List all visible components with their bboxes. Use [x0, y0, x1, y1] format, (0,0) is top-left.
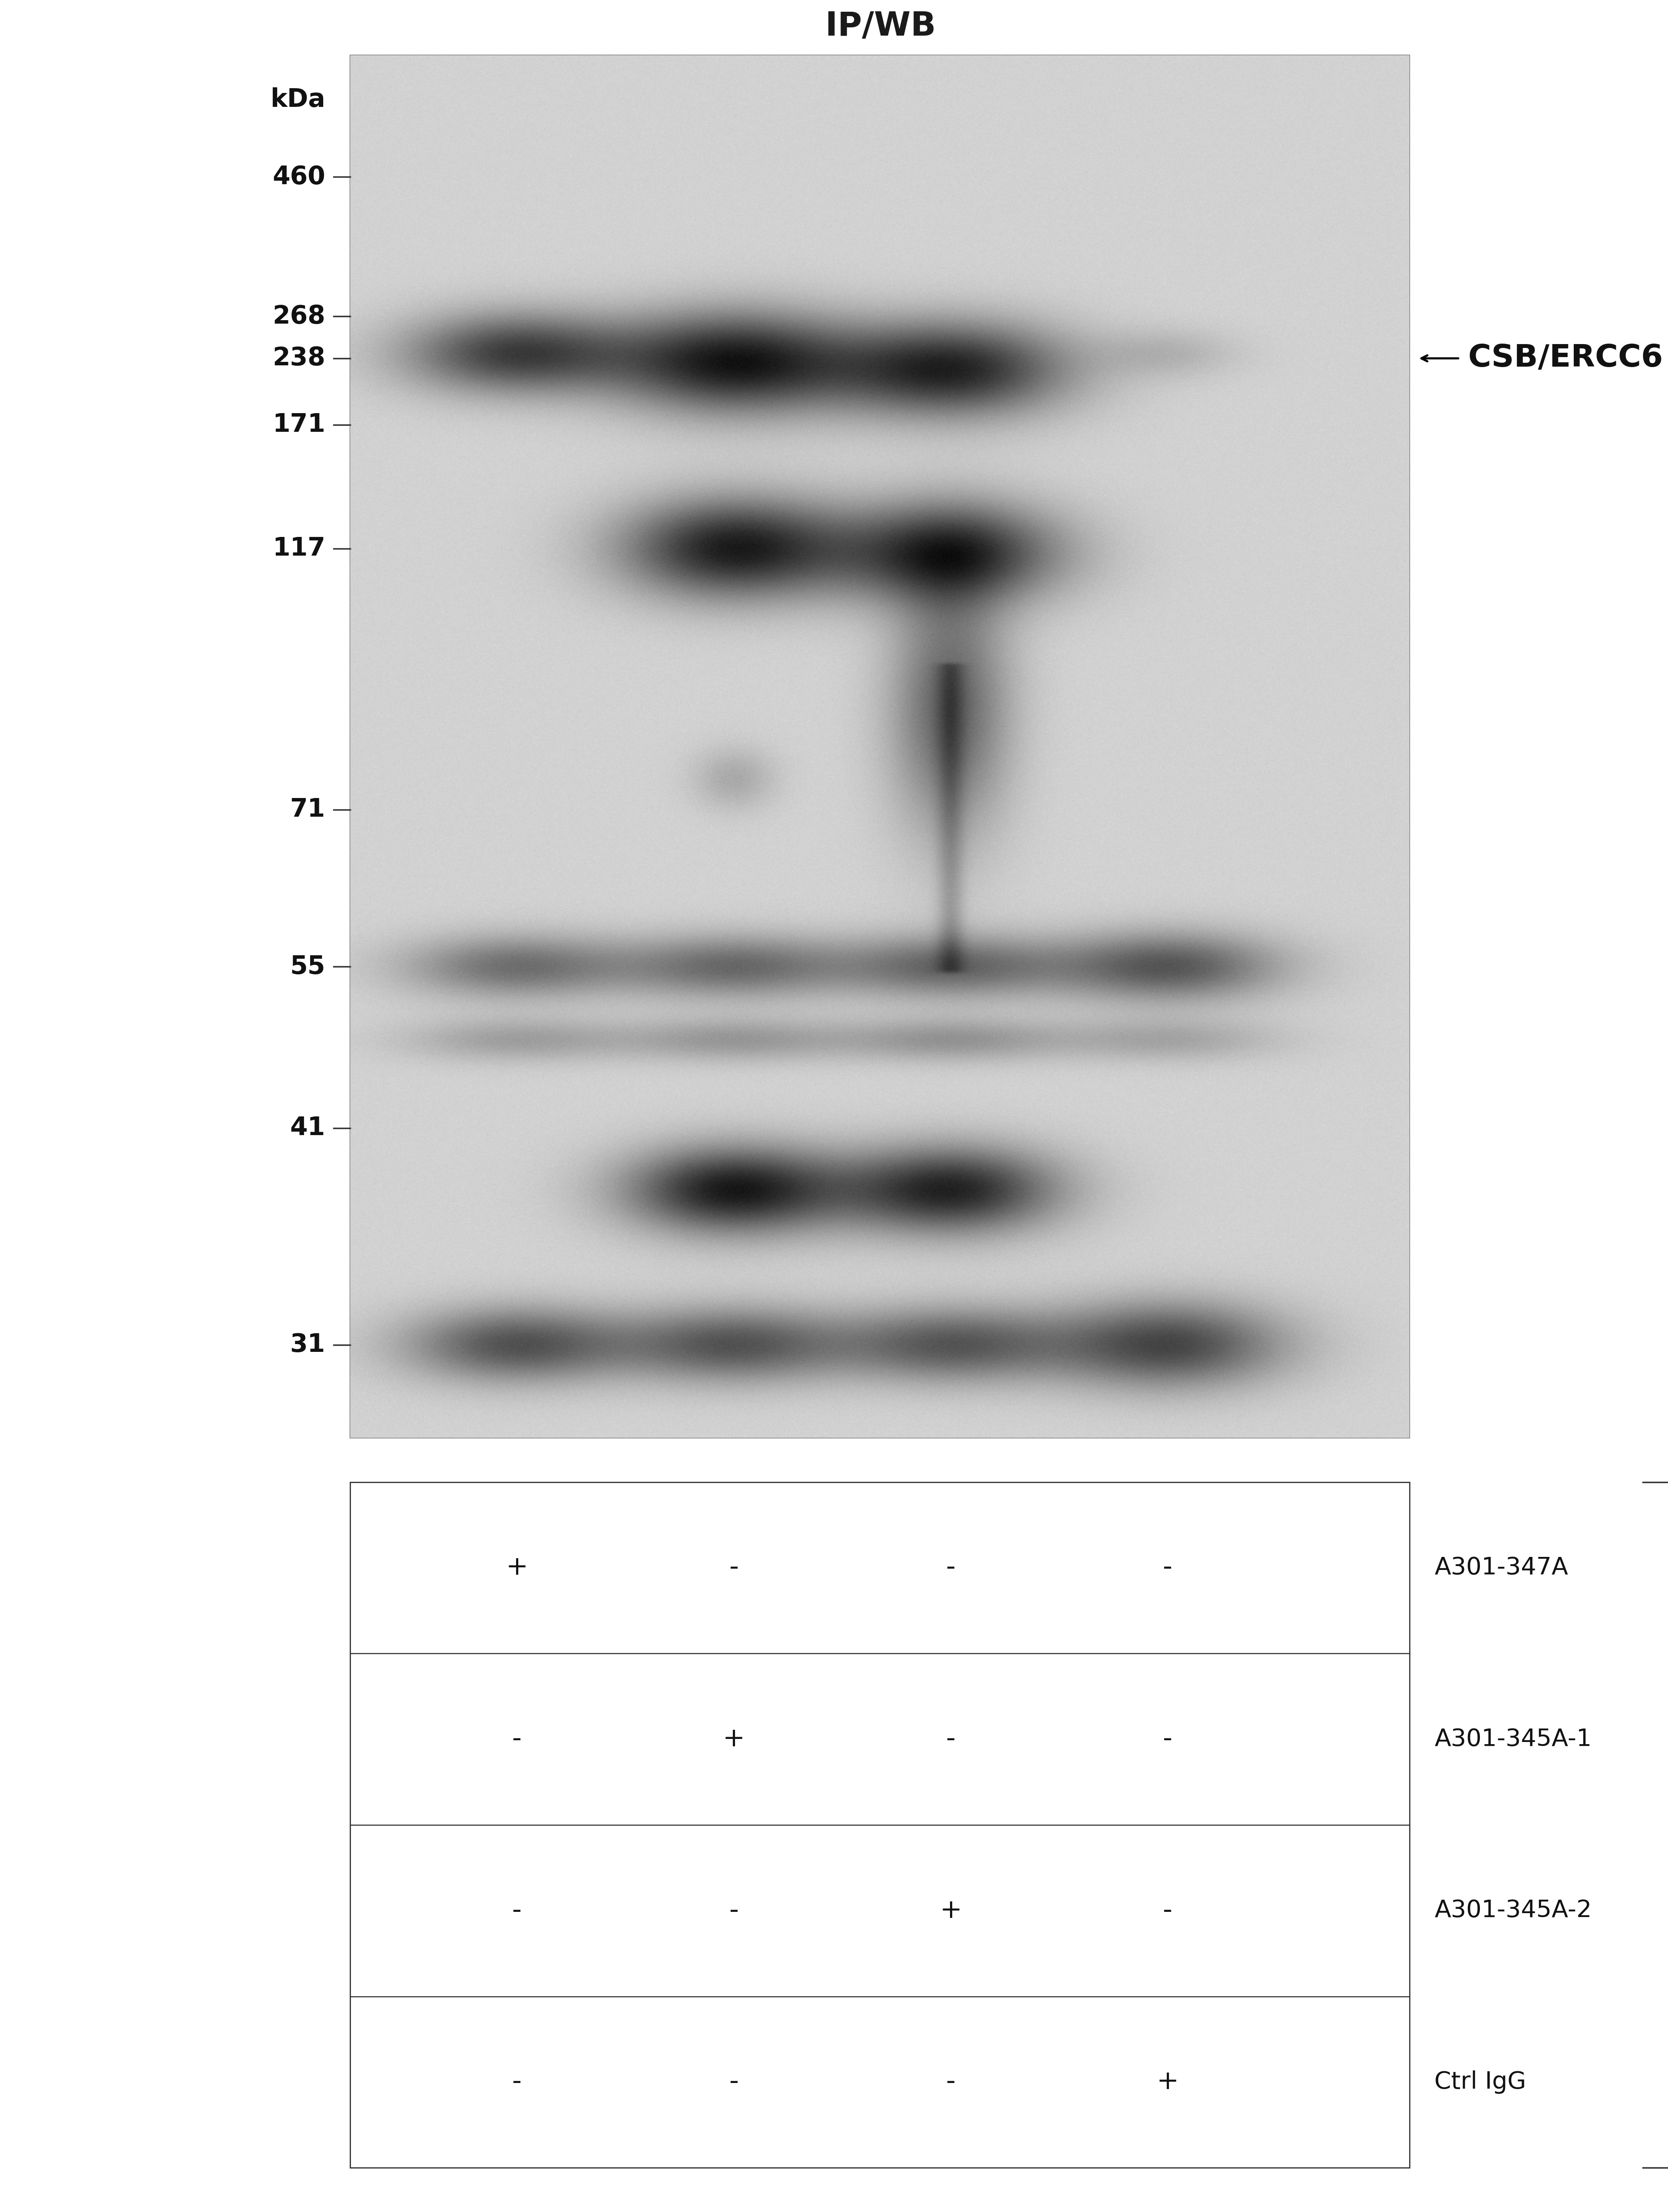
Text: A301-345A-1: A301-345A-1 [1434, 1728, 1591, 1752]
Text: 55: 55 [290, 953, 325, 980]
Text: 171: 171 [272, 411, 325, 438]
Bar [350, 1482, 1409, 2168]
Bar [350, 55, 1409, 1438]
Text: kDa: kDa [270, 86, 325, 113]
Text: +: + [505, 1555, 529, 1582]
Text: 31: 31 [290, 1332, 325, 1358]
Text: +: + [722, 1725, 746, 1752]
Text: -: - [512, 2068, 522, 2095]
Text: 238: 238 [272, 345, 325, 372]
Text: IP/WB: IP/WB [826, 11, 936, 42]
Text: A301-345A-2: A301-345A-2 [1434, 1898, 1591, 1922]
Text: -: - [1163, 1555, 1173, 1582]
Text: -: - [1163, 1898, 1173, 1924]
Text: -: - [729, 1555, 739, 1582]
Text: Ctrl IgG: Ctrl IgG [1434, 2070, 1526, 2095]
Text: -: - [1163, 1725, 1173, 1752]
Text: +: + [939, 1898, 962, 1924]
Text: 117: 117 [272, 535, 325, 562]
Text: -: - [512, 1725, 522, 1752]
Text: -: - [729, 1898, 739, 1924]
Text: -: - [512, 1898, 522, 1924]
Text: 41: 41 [290, 1115, 325, 1141]
Text: -: - [946, 1725, 956, 1752]
Text: +: + [1156, 2068, 1179, 2095]
Text: A301-347A: A301-347A [1434, 1555, 1568, 1579]
Text: -: - [946, 2068, 956, 2095]
Text: 460: 460 [272, 164, 325, 190]
Text: -: - [946, 1555, 956, 1582]
Text: 268: 268 [272, 303, 325, 330]
Text: CSB/ERCC6: CSB/ERCC6 [1468, 343, 1663, 374]
Text: 71: 71 [290, 796, 325, 823]
Text: -: - [729, 2068, 739, 2095]
